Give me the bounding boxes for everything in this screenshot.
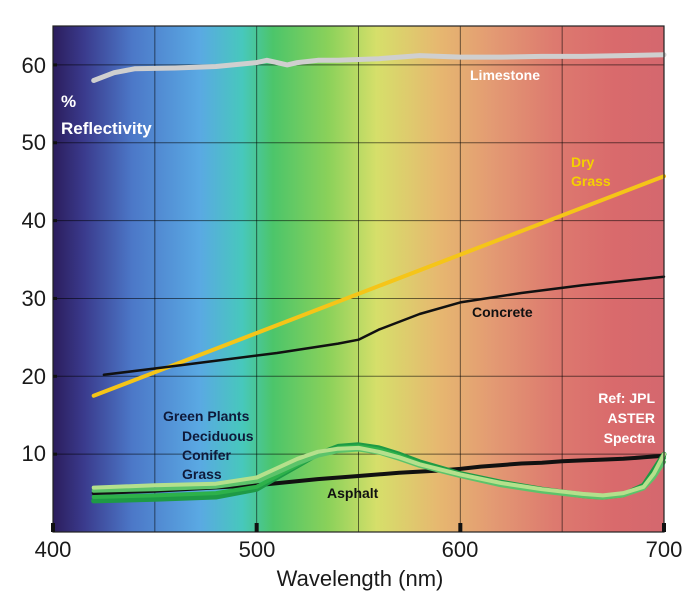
x-tick-label: 500 <box>239 537 276 562</box>
grass-label: Grass <box>182 466 222 482</box>
limestone-label: Limestone <box>470 67 540 83</box>
y-tick-label: 40 <box>22 208 46 233</box>
series-line-concrete <box>102 275 666 377</box>
y-axis-title-line: % <box>61 92 76 111</box>
green-plants-label: Green Plants <box>163 408 250 424</box>
x-axis-title: Wavelength (nm) <box>277 566 444 591</box>
reference-label: ASTER <box>608 410 655 426</box>
y-tick-label: 30 <box>22 286 46 311</box>
series-line-limestone <box>91 52 667 83</box>
series-line-dry-grass <box>91 174 666 398</box>
reference-label: Ref: JPL <box>598 390 655 406</box>
axis-tick-marks <box>51 63 666 532</box>
deciduous-label: Deciduous <box>182 428 254 444</box>
y-tick-label: 50 <box>22 130 46 155</box>
series-line-asphalt <box>91 453 666 496</box>
dry-grass-label: Dry <box>571 154 595 170</box>
x-tick-label: 400 <box>35 537 72 562</box>
y-tick-label: 60 <box>22 53 46 78</box>
dry-grass-label: Grass <box>571 173 611 189</box>
plot-frame <box>52 25 665 533</box>
series-layer <box>91 52 667 504</box>
conifer-label: Conifer <box>182 447 232 463</box>
y-tick-label: 20 <box>22 364 46 389</box>
x-tick-label: 600 <box>442 537 479 562</box>
concrete-label: Concrete <box>472 304 533 320</box>
y-tick-label: 10 <box>22 441 46 466</box>
x-tick-label: 700 <box>646 537 683 562</box>
grid-lines <box>53 26 664 532</box>
asphalt-label: Asphalt <box>327 485 379 501</box>
y-axis-title-line: Reflectivity <box>61 119 152 138</box>
reference-label: Spectra <box>604 430 656 446</box>
series-line-grass <box>91 445 666 498</box>
